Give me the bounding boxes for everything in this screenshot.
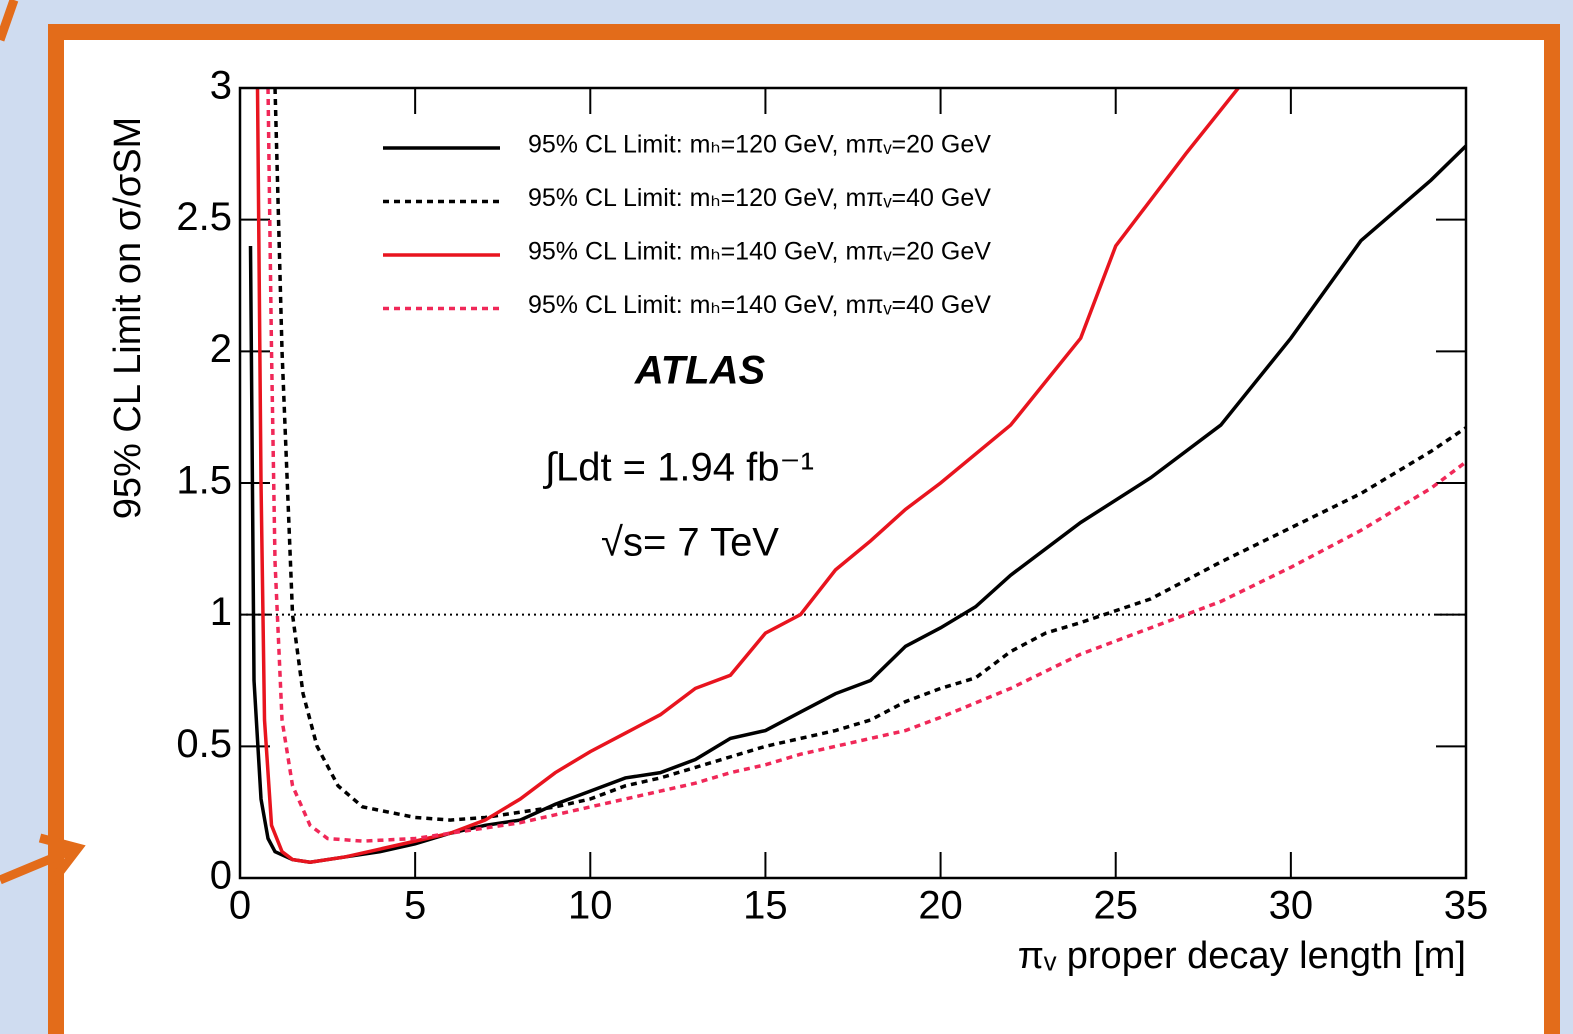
plot-frame bbox=[238, 86, 1468, 880]
x-tick-label: 0 bbox=[229, 884, 251, 928]
plot: 0 5 10 15 20 25 30 35 0 0.5 1 1.5 2 2.5 3 95% CL Limit:… bbox=[176, 64, 1488, 928]
x-tick-label: 15 bbox=[743, 884, 788, 928]
series-line bbox=[273, 88, 1466, 822]
series-line bbox=[266, 88, 1466, 843]
series-line bbox=[255, 88, 1240, 864]
y-tick-label: 2 bbox=[210, 327, 232, 371]
x-tick-label: 30 bbox=[1269, 884, 1314, 928]
legend-label: 95% CL Limit: mₕ=120 GeV, mπᵥ=40 GeV bbox=[528, 184, 991, 212]
x-tick-label: 10 bbox=[568, 884, 613, 928]
y-tick-label: 1.5 bbox=[176, 459, 232, 503]
y-tick-label: 1 bbox=[210, 590, 232, 634]
x-tick-label: 5 bbox=[404, 884, 426, 928]
x-axis-label: πᵥ proper decay length [m] bbox=[1018, 935, 1466, 977]
legend-label: 95% CL Limit: mₕ=120 GeV, mπᵥ=20 GeV bbox=[528, 131, 991, 159]
y-tick-label: 3 bbox=[210, 64, 232, 108]
luminosity-label: ∫Ldt = 1.94 fb⁻¹ bbox=[543, 446, 814, 490]
experiment-label: ATLAS bbox=[634, 349, 766, 393]
y-tick-label: 0 bbox=[210, 854, 232, 898]
arrow bbox=[0, 833, 86, 885]
arrow-top bbox=[0, 0, 19, 42]
y-tick-label: 0.5 bbox=[176, 722, 232, 766]
energy-label: √s= 7 TeV bbox=[601, 521, 779, 565]
x-tick-label: 35 bbox=[1444, 884, 1489, 928]
chart-panel bbox=[64, 40, 1544, 1034]
x-tick-label: 20 bbox=[918, 884, 963, 928]
x-tick-label: 25 bbox=[1093, 884, 1138, 928]
y-tick-label: 2.5 bbox=[176, 195, 232, 239]
legend-label: 95% CL Limit: mₕ=140 GeV, mπᵥ=40 GeV bbox=[528, 291, 991, 319]
y-axis-label: 95% CL Limit on σ/σSM bbox=[107, 117, 149, 519]
legend-label: 95% CL Limit: mₕ=140 GeV, mπᵥ=20 GeV bbox=[528, 238, 991, 266]
